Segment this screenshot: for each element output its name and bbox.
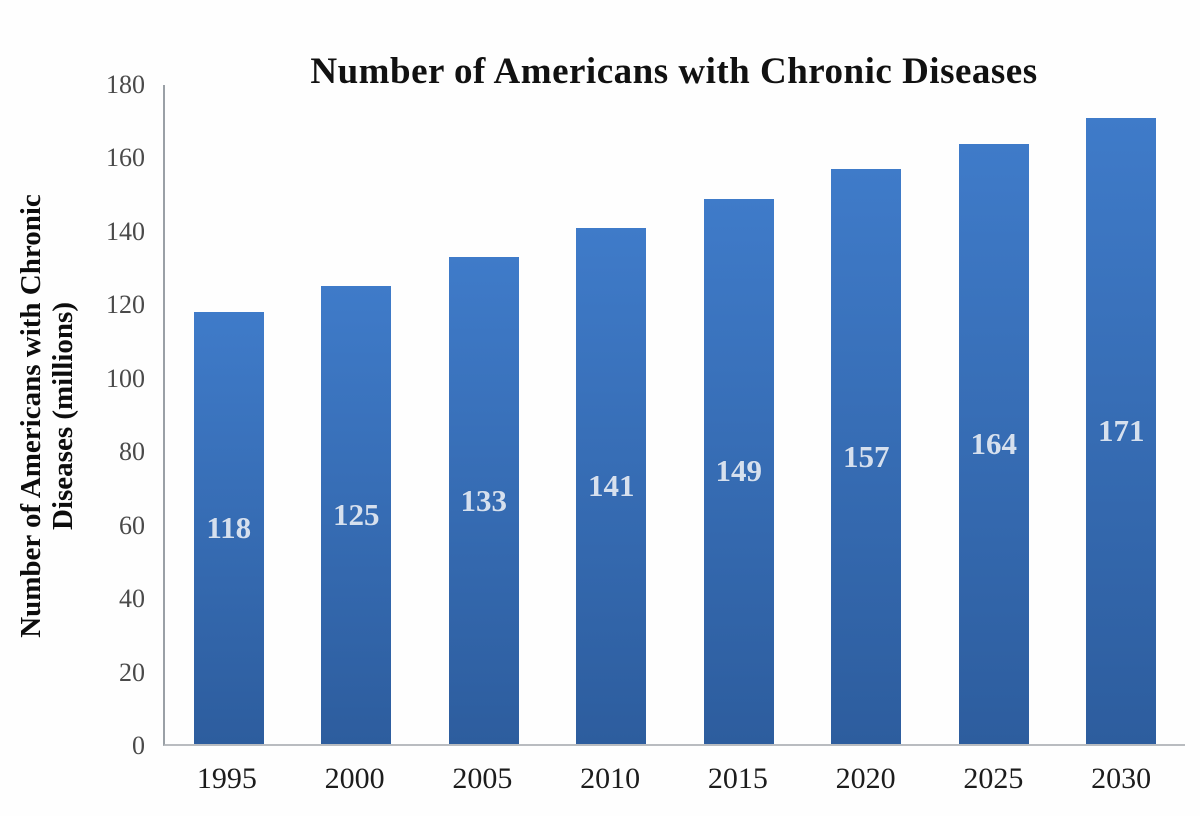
- bar-value-label: 133: [460, 482, 508, 518]
- x-tick-label: 2025: [963, 762, 1024, 795]
- bar-slot: 171: [1058, 85, 1186, 744]
- bar-2025: 164: [958, 143, 1029, 744]
- bar-2030: 171: [1086, 117, 1157, 744]
- y-tick-label: 180: [106, 70, 145, 99]
- x-tick-label: 2030: [1091, 762, 1152, 795]
- bar-slot: 118: [165, 85, 293, 744]
- bar-slot: 141: [548, 85, 676, 744]
- bar-value-label: 149: [715, 453, 763, 489]
- x-tick-label: 2005: [452, 762, 513, 795]
- bar-value-label: 171: [1098, 412, 1145, 448]
- bar-value-label: 125: [333, 497, 380, 533]
- bar-series: 118 125 133 141 149: [165, 85, 1185, 744]
- y-tick-label: 60: [119, 510, 145, 540]
- x-axis-tick-labels: 1995 2000 2005 2010 2015 2020 2025 2030: [163, 756, 1185, 802]
- bar-slot: 164: [930, 85, 1058, 744]
- y-tick-label: 0: [132, 731, 145, 760]
- bar-2005: 133: [448, 257, 519, 744]
- bar-2010: 141: [576, 227, 647, 744]
- chart-title: Number of Americans with Chronic Disease…: [310, 51, 1038, 92]
- bar-2000: 125: [321, 286, 392, 744]
- bar-value-label: 157: [843, 438, 890, 474]
- bar-slot: 133: [420, 85, 548, 744]
- y-tick-label: 160: [106, 143, 145, 173]
- x-tick-label: 2020: [835, 762, 896, 795]
- bar-value-label: 141: [588, 467, 635, 503]
- x-tick-label: 2000: [324, 762, 385, 795]
- y-tick-label: 20: [119, 657, 145, 687]
- plot-area: 118 125 133 141 149: [163, 85, 1185, 746]
- y-tick-label: 80: [119, 437, 145, 467]
- y-axis-tick-labels: 180 160 140 120 100 80 60 40 20 0: [0, 70, 145, 760]
- x-tick-label: 2015: [707, 762, 768, 795]
- bar-slot: 157: [803, 85, 931, 744]
- bar-1995: 118: [193, 312, 264, 744]
- y-tick-label: 140: [106, 216, 145, 246]
- bar-slot: 149: [675, 85, 803, 744]
- y-tick-label: 40: [119, 584, 145, 614]
- bar-2015: 149: [703, 198, 774, 744]
- bar-value-label: 164: [970, 425, 1018, 461]
- bar-2020: 157: [831, 169, 902, 744]
- bar-slot: 125: [293, 85, 421, 744]
- x-tick-label: 1995: [196, 762, 257, 795]
- y-tick-label: 100: [106, 363, 145, 393]
- bar-value-label: 118: [206, 510, 252, 545]
- x-tick-label: 2010: [580, 762, 641, 795]
- y-tick-label: 120: [106, 290, 145, 320]
